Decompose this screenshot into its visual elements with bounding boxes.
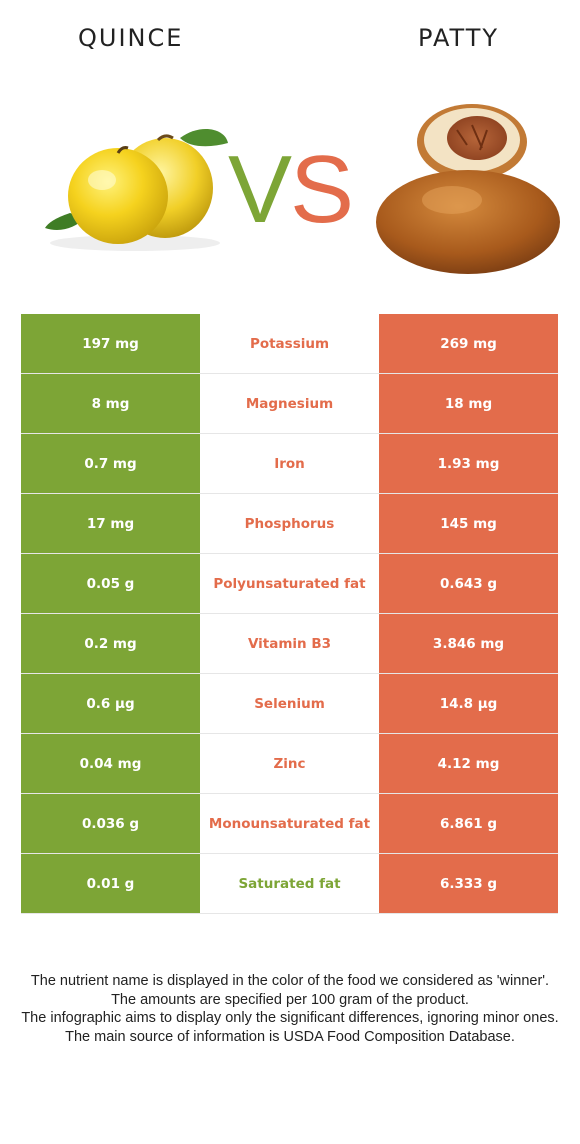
right-food-value: 6.333 g [379, 854, 558, 913]
left-food-value: 0.2 mg [21, 614, 200, 673]
table-row: 8 mg Magnesium 18 mg [21, 373, 558, 433]
table-row: 0.6 µg Selenium 14.8 µg [21, 673, 558, 733]
left-food-value: 0.7 mg [21, 434, 200, 493]
vs-v-letter: V [228, 138, 292, 234]
right-food-value: 269 mg [379, 314, 558, 373]
vs-badge: V S [228, 138, 354, 234]
table-row: 0.7 mg Iron 1.93 mg [21, 433, 558, 493]
quince-image [45, 128, 228, 251]
right-food-value: 18 mg [379, 374, 558, 433]
nutrient-name: Magnesium [200, 374, 379, 433]
table-row: 0.2 mg Vitamin B3 3.846 mg [21, 613, 558, 673]
right-food-value: 6.861 g [379, 794, 558, 853]
table-row: 0.04 mg Zinc 4.12 mg [21, 733, 558, 793]
right-food-value: 1.93 mg [379, 434, 558, 493]
right-food-value: 145 mg [379, 494, 558, 553]
right-food-value: 3.846 mg [379, 614, 558, 673]
right-food-value: 14.8 µg [379, 674, 558, 733]
left-food-value: 0.036 g [21, 794, 200, 853]
left-food-value: 8 mg [21, 374, 200, 433]
patty-image [376, 104, 560, 274]
nutrient-name: Saturated fat [200, 854, 379, 913]
nutrient-name: Potassium [200, 314, 379, 373]
table-row: 17 mg Phosphorus 145 mg [21, 493, 558, 553]
nutrient-comparison-table: 197 mg Potassium 269 mg 8 mg Magnesium 18 mg 0… [21, 314, 558, 914]
nutrient-name: Iron [200, 434, 379, 493]
left-food-value: 0.6 µg [21, 674, 200, 733]
nutrient-name: Polyunsaturated fat [200, 554, 379, 613]
left-food-value: 197 mg [21, 314, 200, 373]
left-food-value: 0.04 mg [21, 734, 200, 793]
table-row: 0.05 g Polyunsaturated fat 0.643 g [21, 553, 558, 613]
left-food-title: QUINCE [78, 24, 184, 52]
right-food-value: 0.643 g [379, 554, 558, 613]
footnote-line: The nutrient name is displayed in the co… [30, 973, 550, 989]
nutrient-name: Vitamin B3 [200, 614, 379, 673]
footnote-line: The main source of information is USDA F… [65, 1028, 515, 1045]
vs-s-letter: S [290, 138, 354, 234]
left-food-value: 0.01 g [21, 854, 200, 913]
left-food-value: 17 mg [21, 494, 200, 553]
left-food-value: 0.05 g [21, 554, 200, 613]
nutrient-name: Selenium [200, 674, 379, 733]
nutrient-name: Zinc [200, 734, 379, 793]
footnote-line: The amounts are specified per 100 gram o… [111, 991, 469, 1008]
table-row: 0.01 g Saturated fat 6.333 g [21, 853, 558, 913]
table-row: 197 mg Potassium 269 mg [21, 314, 558, 373]
right-food-value: 4.12 mg [379, 734, 558, 793]
footnote-line: The infographic aims to display only the… [21, 1010, 559, 1026]
right-food-title: PATTY [418, 24, 500, 52]
nutrient-name: Monounsaturated fat [200, 794, 379, 853]
footnote: The nutrient name is displayed in the co… [20, 972, 560, 1046]
table-row: 0.036 g Monounsaturated fat 6.861 g [21, 793, 558, 853]
nutrient-name: Phosphorus [200, 494, 379, 553]
